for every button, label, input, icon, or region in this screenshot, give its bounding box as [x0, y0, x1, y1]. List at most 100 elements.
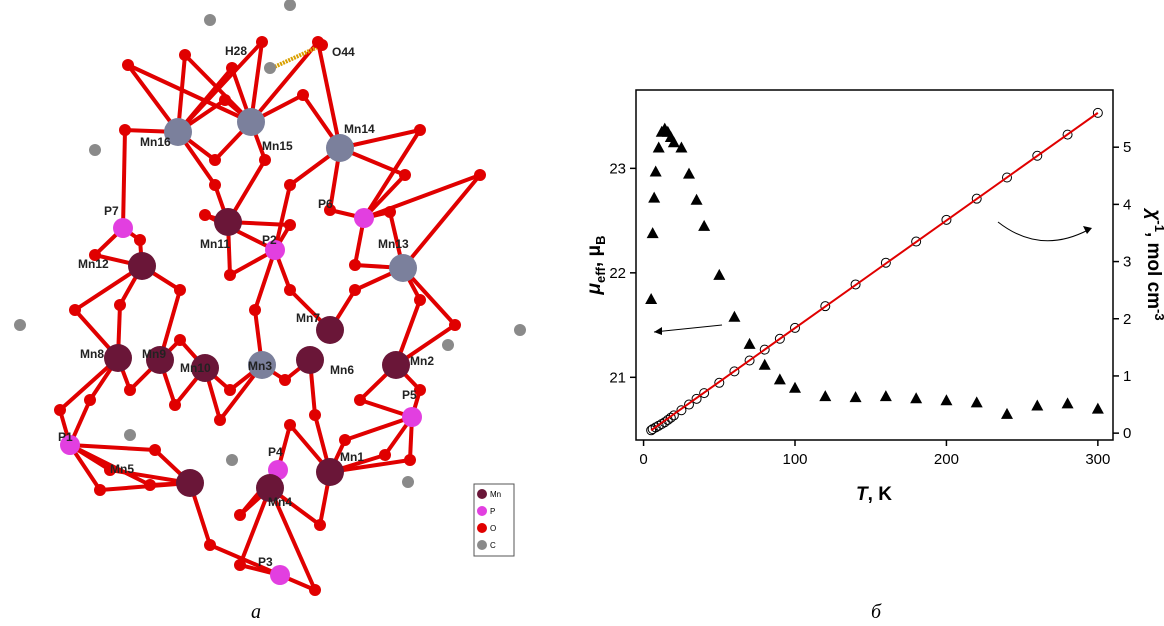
oxygen-atom — [414, 294, 426, 306]
oxygen-atom — [224, 384, 236, 396]
oxygen-atom — [297, 89, 309, 101]
atom — [326, 134, 354, 162]
x-axis-label: T, K — [856, 484, 892, 505]
carbon-atom — [284, 0, 296, 11]
triangle-marker — [910, 392, 922, 403]
atom-label: Mn13 — [378, 237, 409, 251]
oxygen-atom — [349, 284, 361, 296]
atom-label: P2 — [262, 233, 277, 247]
triangle-marker — [728, 311, 740, 322]
oxygen-atom — [309, 584, 321, 596]
label-part: -3 — [1152, 309, 1164, 321]
caption: б — [871, 601, 882, 623]
triangle-marker — [744, 338, 756, 349]
oxygen-atom — [174, 334, 186, 346]
oxygen-atom — [399, 169, 411, 181]
oxygen-atom — [379, 449, 391, 461]
y-tick-label: 23 — [609, 160, 626, 177]
triangle-marker — [1092, 403, 1104, 414]
legend-label: O — [490, 524, 496, 533]
y2-tick-label: 0 — [1123, 425, 1131, 442]
oxygen-atom — [474, 169, 486, 181]
oxygen-atom — [124, 384, 136, 396]
atom-label: Mn7 — [296, 311, 320, 325]
atom-label: Mn14 — [344, 122, 375, 136]
oxygen-atom — [119, 124, 131, 136]
oxygen-atom — [249, 304, 261, 316]
oxygen-atom — [209, 154, 221, 166]
atom-label: Mn10 — [180, 361, 211, 375]
oxygen-atom — [94, 484, 106, 496]
oxygen-atom — [204, 539, 216, 551]
atom-label: Mn2 — [410, 354, 434, 368]
atom-label: P4 — [268, 445, 283, 459]
bond — [123, 130, 125, 228]
oxygen-atom — [169, 399, 181, 411]
legend-label: Mn — [490, 490, 501, 499]
y2-tick-label: 1 — [1123, 368, 1131, 385]
carbon-atom — [442, 339, 454, 351]
legend-label: C — [490, 541, 496, 550]
atom — [316, 316, 344, 344]
atom — [402, 407, 422, 427]
atom — [214, 208, 242, 236]
atom-label: O44 — [332, 45, 355, 59]
triangle-marker — [1031, 400, 1043, 411]
carbon-atom — [226, 454, 238, 466]
label-part: , μ — [584, 245, 605, 267]
atom — [128, 252, 156, 280]
oxygen-atom — [122, 59, 134, 71]
oxygen-atom — [174, 284, 186, 296]
oxygen-atom — [226, 62, 238, 74]
oxygen-atom — [284, 284, 296, 296]
triangle-marker — [653, 141, 665, 152]
triangle-marker — [647, 227, 659, 238]
label-part: eff — [593, 266, 608, 283]
y2-axis-label: χ-1, mol cm-3 — [1143, 207, 1164, 320]
plot-frame — [636, 90, 1113, 440]
y-tick-label: 22 — [609, 265, 626, 282]
carbon-atom — [14, 319, 26, 331]
structure-legend: MnPOC — [474, 484, 514, 556]
oxygen-atom — [339, 434, 351, 446]
triangle-marker — [691, 194, 703, 205]
oxygen-atom — [256, 36, 268, 48]
carbon-atom — [402, 476, 414, 488]
triangle-marker — [648, 192, 660, 203]
arrow — [998, 222, 1088, 241]
oxygen-atom — [404, 454, 416, 466]
atom — [382, 351, 410, 379]
y2-tick-label: 3 — [1123, 254, 1131, 271]
atom-label: Mn6 — [330, 363, 354, 377]
label-part: , mol cm — [1143, 232, 1164, 309]
atom-label: Mn5 — [110, 462, 134, 476]
atom-label: Mn15 — [262, 139, 293, 153]
oxygen-atom — [69, 304, 81, 316]
figure: H28O44Mn16Mn15Mn14P7P6Mn11P2Mn13Mn12Mn7M… — [0, 0, 1164, 626]
chart: T, K μeff, μB χ-1, mol cm-3 010020030021… — [584, 90, 1164, 505]
triangle-marker — [683, 168, 695, 179]
atom — [354, 208, 374, 228]
oxygen-atom — [284, 419, 296, 431]
oxygen-atom — [214, 414, 226, 426]
oxygen-atom — [179, 49, 191, 61]
atom-label: Mn9 — [142, 347, 166, 361]
triangle-marker — [698, 220, 710, 231]
atom — [296, 346, 324, 374]
triangle-marker — [1001, 408, 1013, 419]
atom-label: Mn11 — [200, 237, 230, 251]
oxygen-atom — [209, 179, 221, 191]
oxygen-atom — [144, 479, 156, 491]
atom — [270, 565, 290, 585]
atom — [113, 218, 133, 238]
oxygen-atom — [259, 154, 271, 166]
oxygen-atom — [349, 259, 361, 271]
bond — [364, 130, 420, 218]
atom-label: P1 — [58, 430, 73, 444]
triangle-marker — [1062, 397, 1074, 408]
oxygen-atom — [384, 206, 396, 218]
atom-label: Mn16 — [140, 135, 171, 149]
oxygen-atom — [449, 319, 461, 331]
oxygen-atom — [234, 509, 246, 521]
triangle-marker — [971, 396, 983, 407]
